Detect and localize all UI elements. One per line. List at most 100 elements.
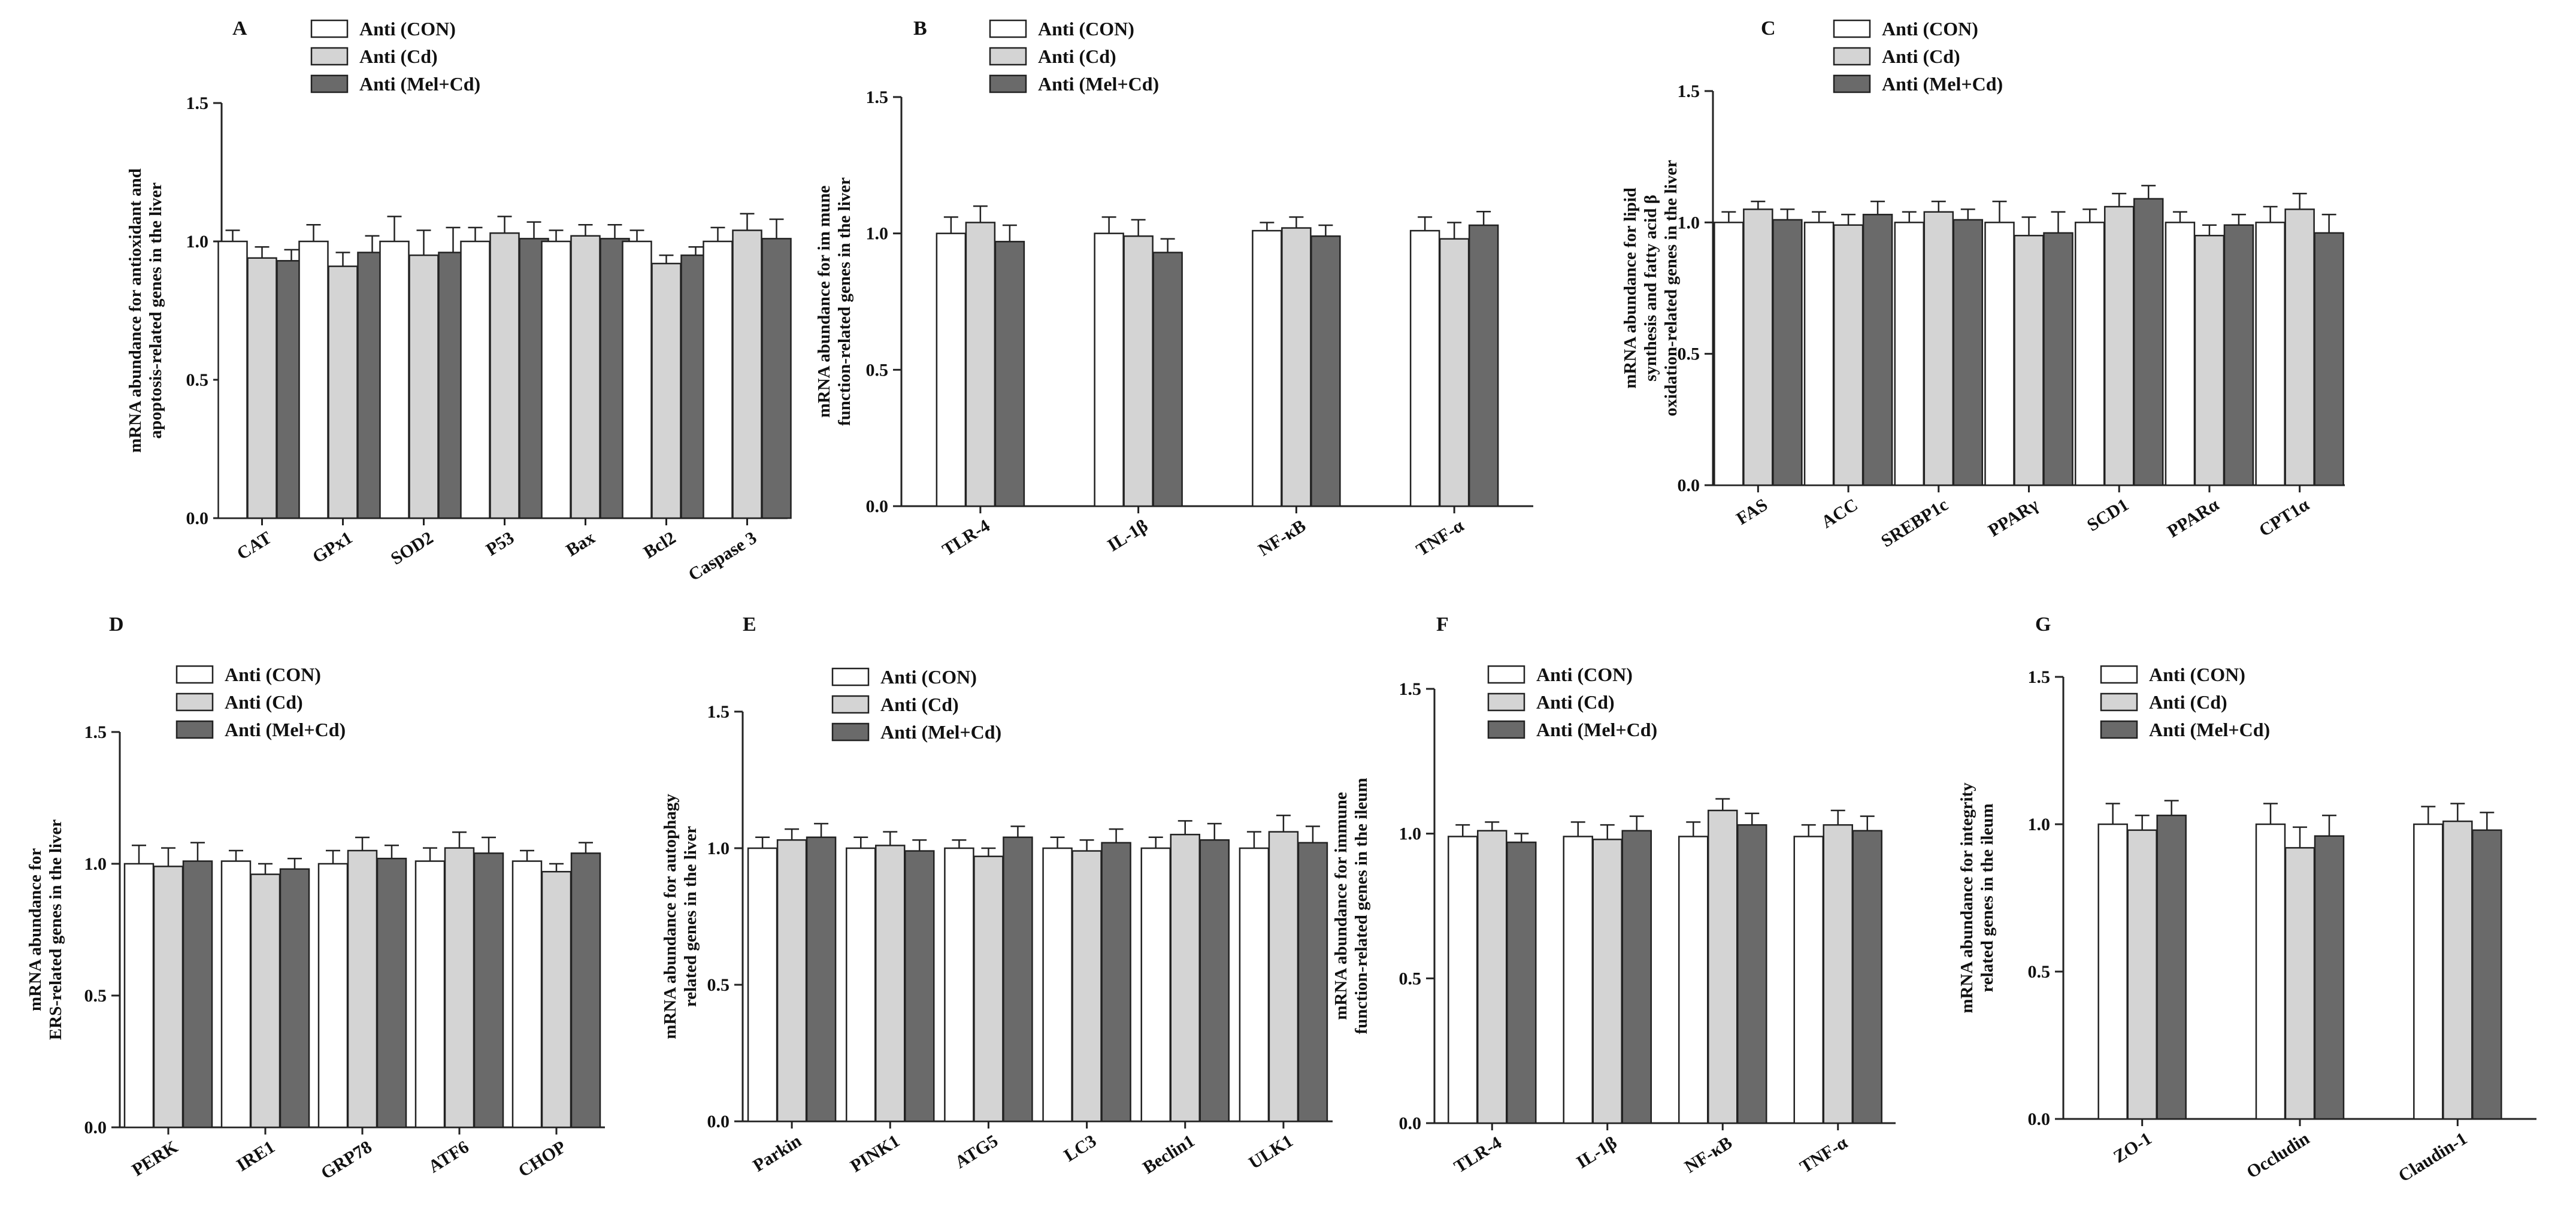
- category-label: IRE1: [233, 1137, 278, 1175]
- bar-a-2-1: [408, 254, 439, 519]
- bar-c-5-1: [2194, 235, 2225, 486]
- y-tick-label: 1.0: [186, 232, 209, 252]
- legend-label: Anti (Cd): [2149, 691, 2227, 713]
- legend-label: Anti (CON): [1882, 18, 1978, 40]
- legend-label: Anti (Cd): [1882, 46, 1960, 67]
- bar-b-2-2: [1310, 235, 1341, 507]
- category-label: Caspase 3: [685, 528, 761, 585]
- y-tick-label: 0.5: [707, 975, 730, 995]
- bar-f-0-1: [1477, 830, 1508, 1124]
- y-axis-title: related genes in the liver: [681, 826, 700, 1007]
- legend-swatch: [989, 19, 1027, 38]
- category-label: Claudin-1: [2395, 1129, 2471, 1186]
- bar-a-0-1: [247, 257, 277, 519]
- bar-e-4-1: [1170, 833, 1200, 1123]
- bar-b-1-0: [1094, 232, 1124, 507]
- y-tick-label: 0.0: [866, 497, 889, 516]
- legend-swatch: [310, 19, 349, 38]
- category-label: ULK1: [1245, 1131, 1296, 1173]
- category-label: TLR-4: [939, 516, 994, 560]
- bar-c-3-2: [2043, 232, 2073, 486]
- legend-label: Anti (Mel+Cd): [2149, 719, 2270, 740]
- bar-d-1-0: [220, 860, 252, 1129]
- bar-d-0-2: [182, 860, 213, 1129]
- panel-letter: B: [913, 17, 927, 40]
- y-tick-label: 0.0: [1399, 1114, 1422, 1133]
- bar-e-3-1: [1071, 850, 1102, 1123]
- legend-swatch: [2100, 720, 2138, 739]
- y-tick-label: 0.0: [707, 1112, 730, 1132]
- legend-label: Anti (Mel+Cd): [225, 719, 346, 740]
- bar-f-1-2: [1621, 830, 1652, 1124]
- legend-label: Anti (Mel+Cd): [359, 73, 480, 95]
- bar-c-2-0: [1894, 222, 1925, 486]
- legend-label: Anti (CON): [880, 666, 977, 688]
- category-label: CHOP: [515, 1137, 570, 1181]
- bar-e-0-0: [747, 847, 778, 1123]
- legend-swatch: [831, 695, 870, 714]
- bar-c-0-1: [1743, 208, 1773, 486]
- category-label: TNF-α: [1413, 516, 1467, 560]
- category-label: PPARα: [2164, 495, 2223, 542]
- y-tick-label: 1.0: [84, 854, 107, 874]
- category-label: ACC: [1818, 495, 1861, 532]
- y-tick-label: 1.5: [707, 702, 730, 722]
- legend-swatch: [310, 47, 349, 66]
- bar-g-0-1: [2127, 829, 2157, 1120]
- bar-g-2-1: [2442, 820, 2473, 1120]
- y-tick-label: 0.5: [866, 360, 889, 380]
- legend-label: Anti (CON): [1536, 664, 1633, 685]
- bar-a-6-1: [732, 229, 762, 519]
- bar-d-1-1: [250, 873, 281, 1129]
- y-tick-label: 1.0: [1399, 824, 1422, 844]
- bar-a-0-0: [217, 240, 248, 519]
- bar-d-1-2: [279, 868, 310, 1129]
- bar-e-1-1: [875, 845, 906, 1123]
- bar-d-2-1: [347, 849, 378, 1129]
- bar-e-3-0: [1042, 847, 1073, 1123]
- legend-swatch: [2100, 692, 2138, 712]
- bar-c-0-2: [1772, 219, 1803, 486]
- bar-f-1-0: [1563, 836, 1593, 1124]
- legend-swatch: [989, 74, 1027, 93]
- y-tick-label: 0.0: [186, 509, 209, 528]
- category-label: PERK: [129, 1137, 182, 1180]
- legend-label: Anti (Cd): [1536, 691, 1615, 713]
- legend-swatch: [1833, 47, 1871, 66]
- category-label: ZO-1: [2110, 1129, 2155, 1167]
- bar-f-2-1: [1708, 809, 1738, 1124]
- panel-letter: C: [1761, 17, 1776, 40]
- bar-b-0-1: [965, 222, 996, 507]
- bar-d-3-2: [473, 852, 504, 1129]
- panel-letter: E: [743, 613, 756, 636]
- legend-label: Anti (Cd): [880, 694, 959, 715]
- legend-label: Anti (CON): [359, 18, 456, 40]
- y-tick-label: 0.5: [186, 370, 209, 390]
- y-tick-label: 1.5: [84, 722, 107, 742]
- bar-e-5-0: [1239, 847, 1270, 1123]
- legend-swatch: [1487, 720, 1525, 739]
- legend-label: Anti (Cd): [1038, 46, 1116, 67]
- bar-g-2-0: [2413, 823, 2444, 1120]
- category-label: CAT: [234, 528, 275, 564]
- category-label: GPx1: [309, 528, 356, 567]
- legend-swatch: [310, 74, 349, 93]
- panel-letter: G: [2035, 613, 2051, 636]
- bar-g-2-2: [2472, 829, 2502, 1120]
- bar-d-0-0: [123, 863, 155, 1129]
- bar-b-1-2: [1152, 252, 1183, 507]
- y-tick-label: 0.5: [84, 986, 107, 1006]
- legend-label: Anti (CON): [225, 664, 321, 685]
- y-tick-label: 0.0: [84, 1118, 107, 1138]
- bar-d-0-1: [153, 866, 184, 1129]
- y-tick-label: 1.5: [1678, 81, 1700, 101]
- bar-b-3-0: [1409, 229, 1440, 507]
- panel-b: B Anti (CON) Anti (Cd) Anti (Mel+Cd) 0.0 0.5 1…: [815, 17, 1533, 560]
- bar-b-1-1: [1123, 235, 1154, 507]
- bar-d-2-2: [376, 857, 407, 1129]
- y-axis-title: synthesis and fatty acid β: [1641, 195, 1660, 382]
- bar-c-3-0: [1984, 222, 2015, 486]
- bar-f-2-0: [1678, 836, 1709, 1124]
- y-tick-label: 0.0: [2028, 1109, 2051, 1129]
